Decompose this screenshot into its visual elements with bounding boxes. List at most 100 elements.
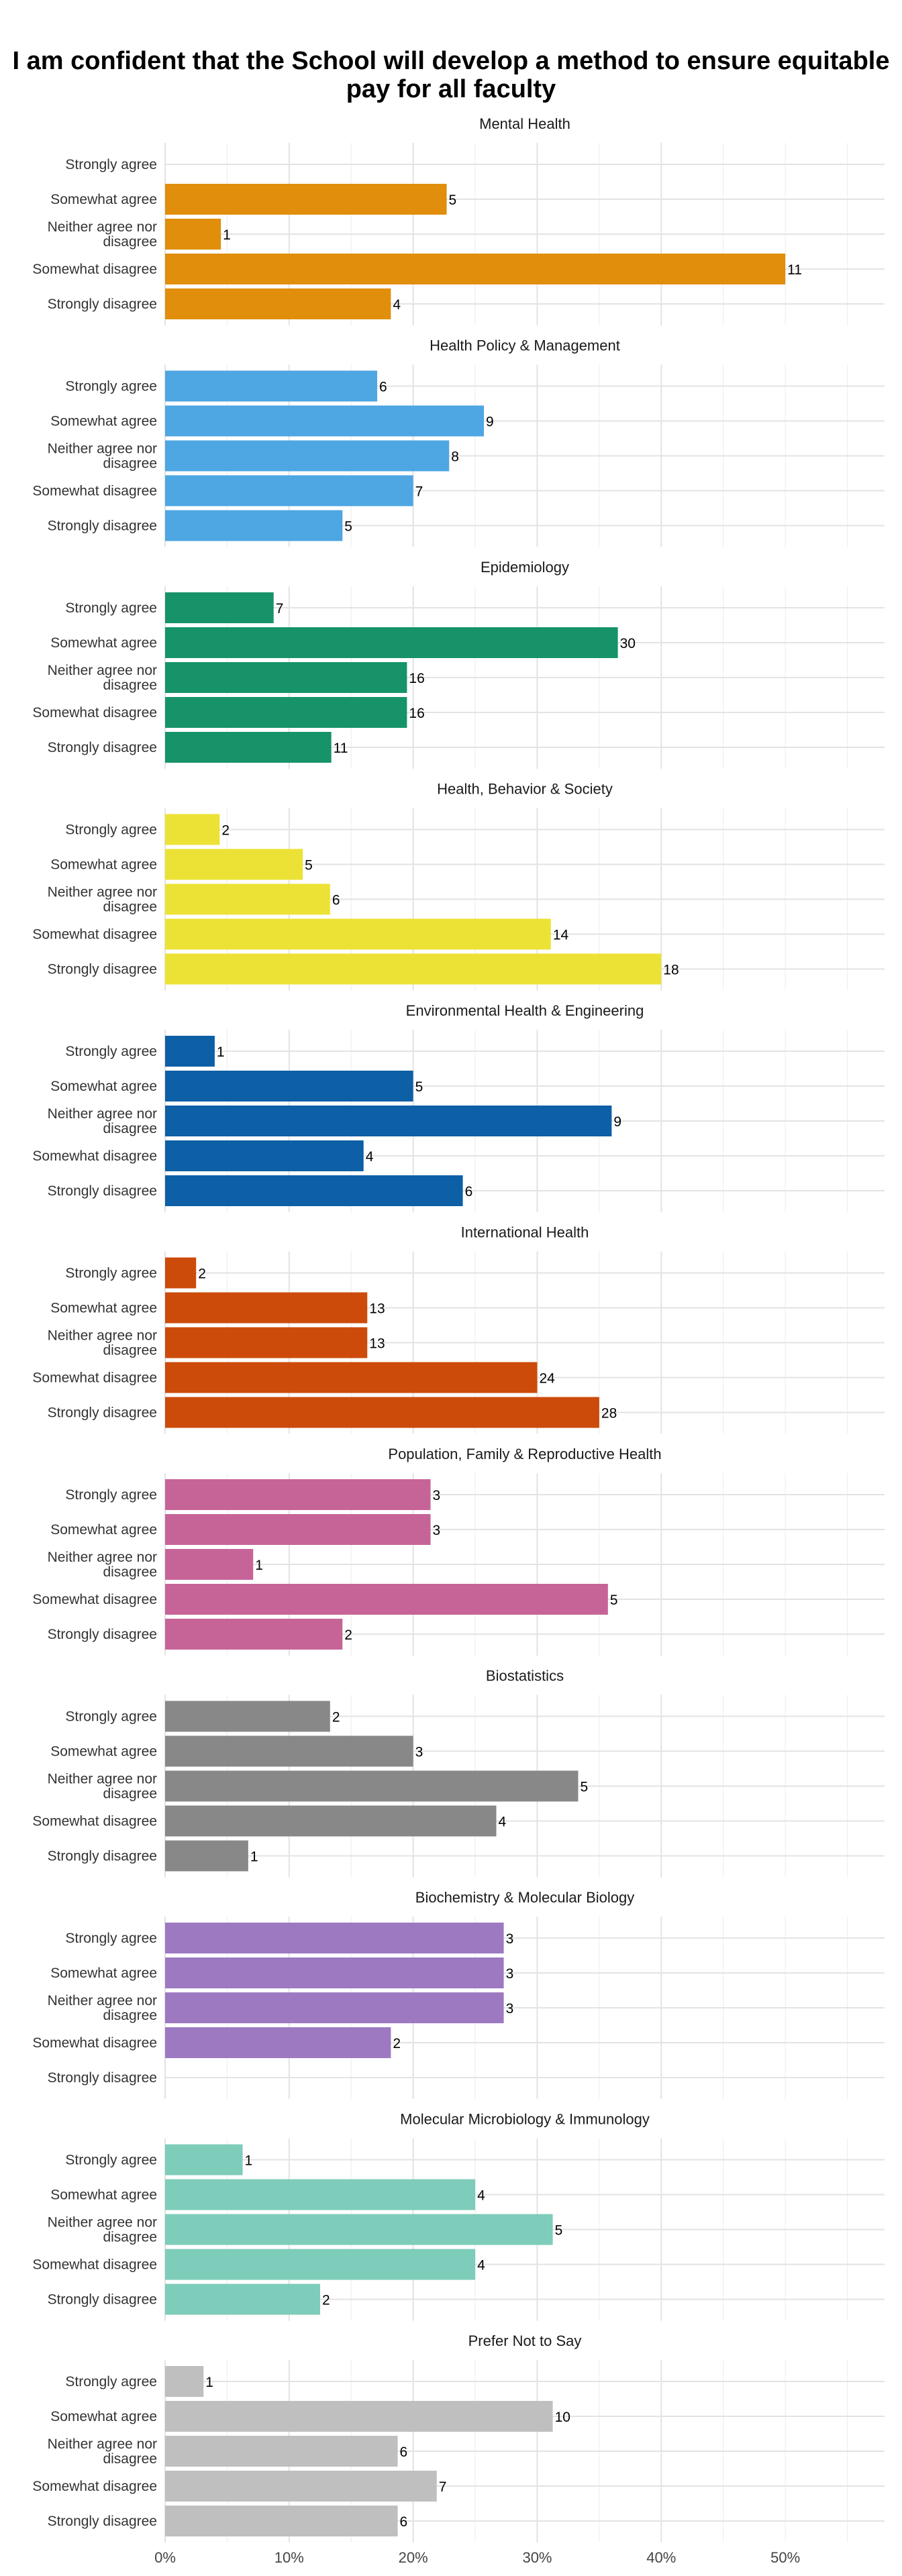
x-tick-label: 0% [154, 2549, 176, 2566]
data-label: 5 [555, 2223, 563, 2239]
bar [165, 1923, 504, 1953]
category-label: Somewhat disagree [32, 484, 157, 499]
data-label: 18 [663, 963, 679, 978]
bar [165, 184, 447, 215]
category-label: Somewhat disagree [32, 927, 157, 943]
data-label: 2 [344, 1627, 352, 1643]
category-label: Neither agree nor [48, 2436, 157, 2452]
data-label: 24 [539, 1371, 555, 1387]
bar [165, 288, 391, 319]
category-label: Strongly agree [65, 1487, 157, 1503]
data-label: 2 [322, 2293, 330, 2308]
category-label: Strongly disagree [48, 2514, 157, 2529]
category-label: Strongly agree [65, 822, 157, 838]
category-label: Somewhat disagree [32, 262, 157, 277]
bar [165, 2366, 204, 2397]
data-label: 6 [379, 380, 387, 395]
category-label: Somewhat agree [50, 857, 157, 873]
panel-title: Molecular Microbiology & Immunology [400, 2111, 650, 2128]
panel-title: Environmental Health & Engineering [406, 1002, 644, 1019]
data-label: 16 [409, 706, 424, 721]
chart-title: I am confident that the School will deve… [12, 47, 890, 103]
bar [165, 2249, 476, 2280]
bar [165, 1701, 330, 1732]
data-label: 5 [610, 1593, 618, 1608]
data-label: 9 [486, 415, 494, 430]
bar [165, 1735, 413, 1767]
data-label: 5 [305, 858, 313, 873]
data-label: 14 [553, 928, 569, 943]
bar [165, 814, 220, 845]
data-label: 1 [250, 1849, 258, 1865]
data-label: 5 [580, 1780, 588, 1795]
bar [165, 1619, 343, 1650]
x-tick-label: 30% [522, 2549, 552, 2566]
data-label: 7 [415, 484, 423, 500]
category-label: Strongly disagree [48, 740, 157, 755]
category-label: Neither agree nor [48, 219, 157, 235]
category-label: Neither agree nor [48, 1993, 157, 2008]
category-label: Somewhat disagree [32, 1814, 157, 1829]
bar [165, 1549, 254, 1580]
x-tick-label: 40% [646, 2549, 676, 2566]
category-label: Neither agree nor [48, 885, 157, 900]
data-label: 3 [433, 1523, 441, 1538]
bar [165, 1175, 463, 1206]
category-label: disagree [103, 1121, 157, 1136]
data-label: 16 [409, 671, 424, 686]
data-label: 28 [601, 1406, 617, 1421]
data-label: 1 [223, 227, 231, 243]
bar [165, 1584, 608, 1615]
category-label: Somewhat agree [50, 1301, 157, 1316]
category-label: Strongly disagree [48, 2070, 157, 2086]
data-label: 1 [245, 2153, 253, 2169]
category-label: Somewhat agree [50, 414, 157, 429]
panel-title: Population, Family & Reproductive Health [388, 1446, 661, 1462]
data-label: 6 [465, 1184, 473, 1199]
bar [165, 2027, 391, 2058]
data-label: 4 [498, 1815, 506, 1830]
category-label: disagree [103, 234, 157, 250]
bar [165, 1036, 215, 1067]
category-label: Somewhat disagree [32, 1148, 157, 1164]
bar [165, 1805, 497, 1837]
category-label: disagree [103, 1343, 157, 1358]
bar [165, 510, 343, 541]
x-tick-label: 10% [274, 2549, 304, 2566]
bar [165, 1257, 197, 1289]
category-label: Somewhat agree [50, 2188, 157, 2203]
category-label: Neither agree nor [48, 1328, 157, 1344]
category-label: Strongly disagree [48, 1405, 157, 1421]
bar [165, 475, 413, 506]
data-label: 6 [400, 2514, 408, 2530]
category-label: Somewhat disagree [32, 2257, 157, 2273]
bar [165, 1957, 504, 1988]
data-label: 2 [393, 2036, 401, 2051]
panel-title: Prefer Not to Say [468, 2332, 582, 2349]
bar [165, 1071, 413, 1102]
category-label: Strongly agree [65, 2153, 157, 2168]
data-label: 13 [369, 1336, 385, 1352]
panel-title: Biostatistics [486, 1668, 564, 1684]
category-label: Strongly disagree [48, 519, 157, 534]
category-label: Somewhat disagree [32, 2479, 157, 2494]
category-label: Neither agree nor [48, 663, 157, 678]
bar [165, 1397, 599, 1428]
data-label: 3 [415, 1745, 423, 1760]
data-label: 1 [255, 1558, 263, 1573]
bar [165, 405, 485, 437]
data-label: 3 [433, 1488, 441, 1503]
category-label: disagree [103, 900, 157, 915]
data-label: 1 [205, 2375, 213, 2390]
data-label: 11 [334, 741, 348, 756]
data-label: 11 [787, 262, 802, 278]
category-label: Strongly agree [65, 600, 157, 616]
x-tick-label: 20% [399, 2549, 428, 2566]
category-label: disagree [103, 2451, 157, 2467]
bar [165, 1514, 431, 1545]
category-label: Somewhat agree [50, 2409, 157, 2424]
category-label: disagree [103, 2230, 157, 2245]
category-label: disagree [103, 1564, 157, 1580]
bar [165, 1362, 538, 1393]
category-label: Somewhat disagree [32, 1371, 157, 1386]
